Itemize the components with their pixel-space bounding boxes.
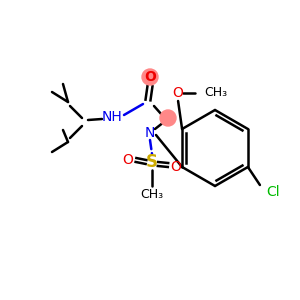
Circle shape	[142, 69, 158, 85]
Text: O: O	[173, 86, 184, 100]
Text: S: S	[146, 153, 158, 171]
Text: CH₃: CH₃	[140, 188, 164, 200]
Text: O: O	[171, 160, 182, 174]
Text: NH: NH	[102, 110, 122, 124]
Text: N: N	[145, 126, 155, 140]
Text: O: O	[144, 70, 156, 84]
Circle shape	[160, 110, 176, 126]
Text: CH₃: CH₃	[204, 86, 227, 100]
Text: Cl: Cl	[266, 185, 280, 199]
Text: O: O	[123, 153, 134, 167]
